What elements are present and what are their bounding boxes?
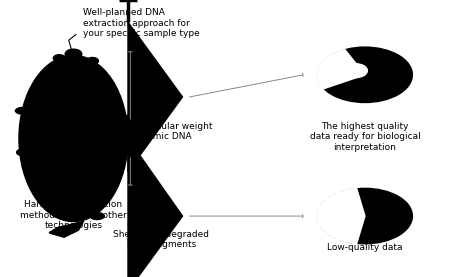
Polygon shape [50,222,83,237]
Text: Well-planned DNA
extraction approach for
your specific sample type: Well-planned DNA extraction approach for… [83,8,200,38]
Wedge shape [317,189,365,243]
Ellipse shape [19,55,128,222]
Ellipse shape [53,55,65,61]
Ellipse shape [65,49,82,59]
Text: The highest quality
data ready for biological
interpretation: The highest quality data ready for biolo… [310,122,420,152]
Circle shape [344,64,367,78]
Text: High molecular weight
genomic DNA: High molecular weight genomic DNA [110,122,212,141]
Text: Low-quality data: Low-quality data [327,243,403,252]
Wedge shape [317,49,365,89]
Circle shape [318,47,412,102]
Ellipse shape [17,149,31,156]
Text: Sheared or degraded
DNA fragments: Sheared or degraded DNA fragments [113,230,209,249]
Polygon shape [128,22,182,172]
Ellipse shape [86,57,99,65]
Ellipse shape [90,213,104,219]
Text: Harsh DNA extraction
methods used for other
technologies: Harsh DNA extraction methods used for ot… [20,200,127,230]
Circle shape [318,188,412,244]
Ellipse shape [15,107,32,114]
Polygon shape [128,138,182,277]
